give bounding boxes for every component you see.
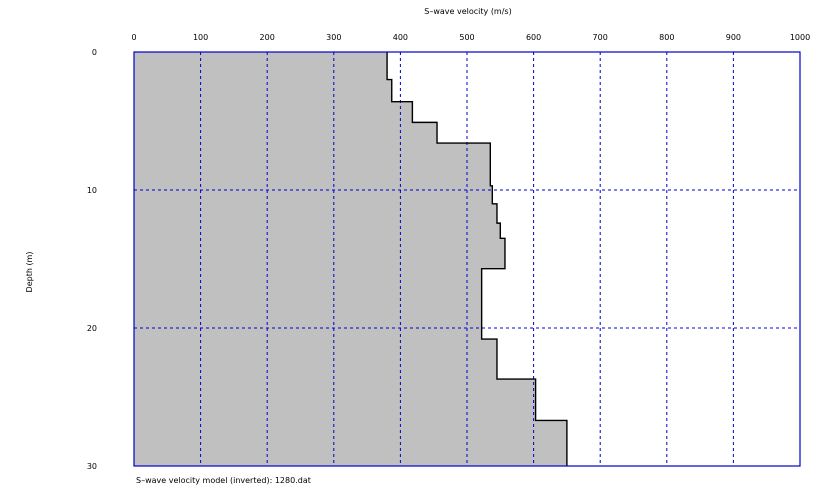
chart-caption: S–wave velocity model (inverted): 1280.d… [136,476,311,485]
x-tick-label: 0 [131,33,136,42]
plot-frame [133,51,801,467]
x-tick-label: 700 [593,33,608,42]
velocity-profile-line [386,52,568,466]
x-axis-title: S–wave velocity (m/s) [424,7,511,16]
x-tick-label: 200 [260,33,275,42]
y-tick-label: 20 [87,324,97,333]
x-tick-label: 300 [326,33,341,42]
x-tick-label: 1000 [790,33,810,42]
x-tick-label: 900 [726,33,741,42]
x-tick-label: 600 [526,33,541,42]
x-tick-label: 100 [193,33,208,42]
x-tick-labels: 0 100 200 300 400 500 600 700 800 900 1000 [131,33,810,42]
y-axis-title: Depth (m) [25,252,34,293]
x-tick-label: 800 [659,33,674,42]
y-tick-label: 30 [87,462,97,471]
plot-area [133,51,801,467]
y-tick-label: 0 [92,48,97,57]
x-tick-label: 500 [459,33,474,42]
y-tick-label: 10 [87,186,97,195]
y-tick-labels: 0 10 20 30 [87,48,97,471]
velocity-profile-area [134,52,567,466]
x-tick-label: 400 [393,33,408,42]
